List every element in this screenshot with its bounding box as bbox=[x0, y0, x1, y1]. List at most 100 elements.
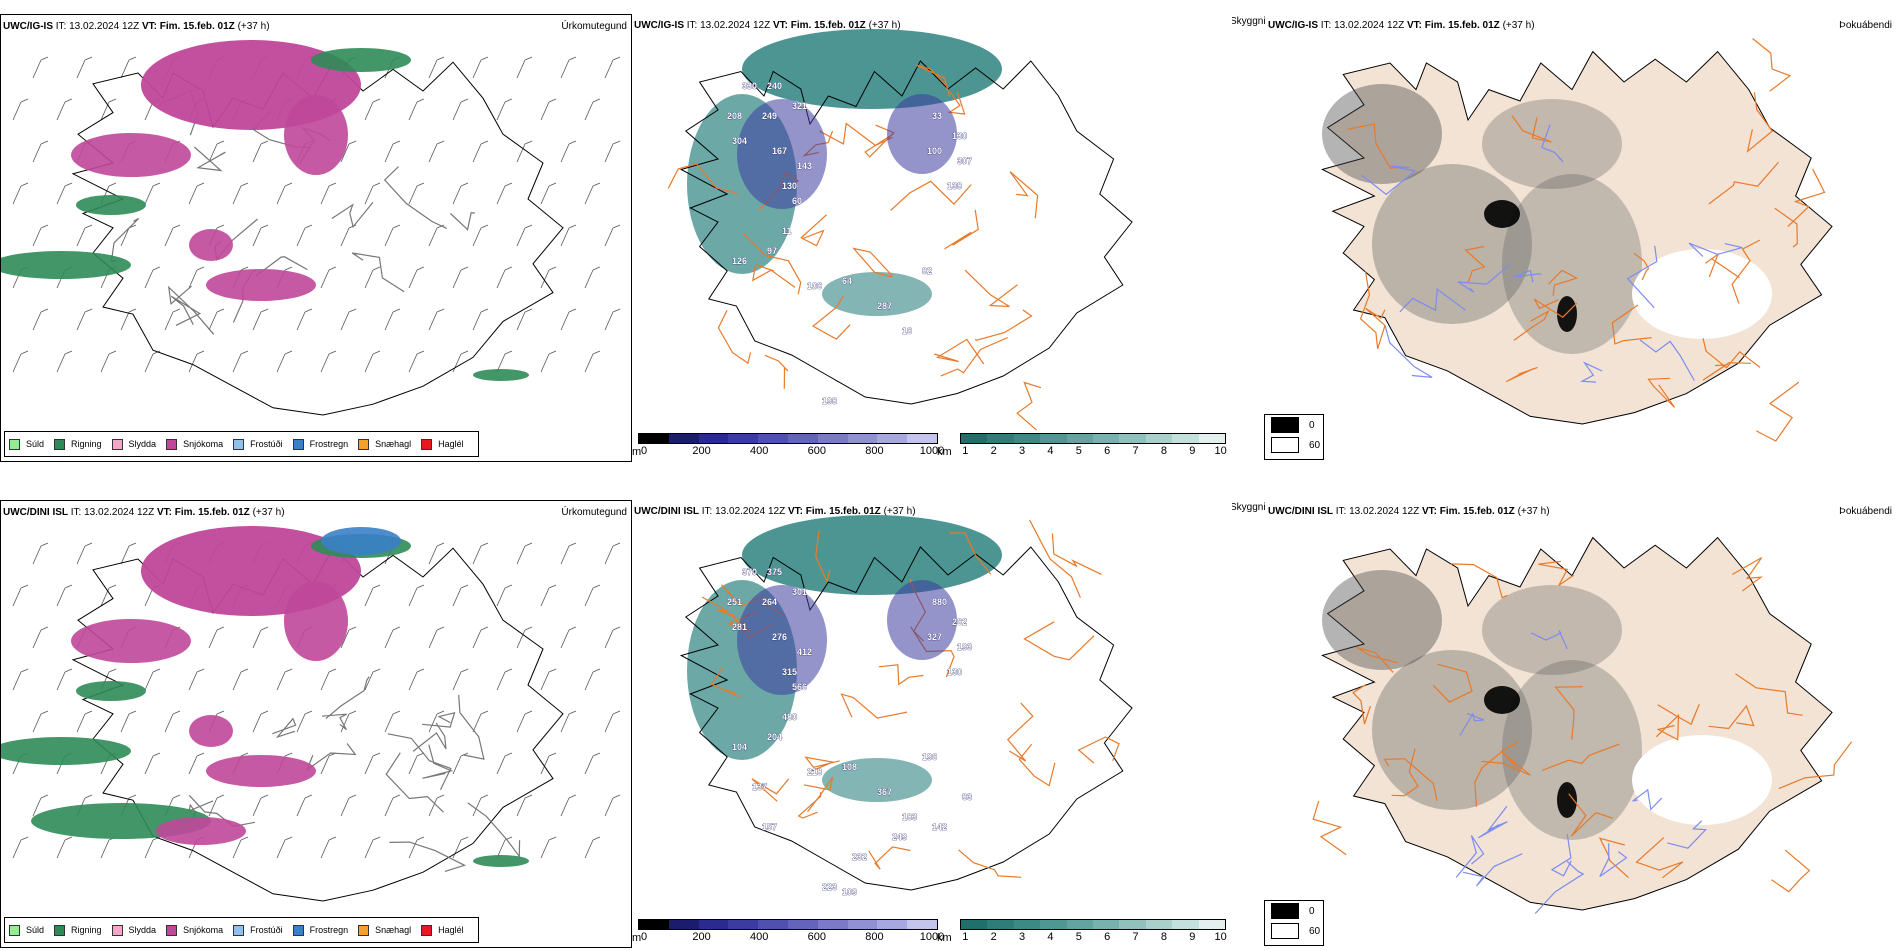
visibility-value-label: 327 bbox=[927, 632, 942, 642]
visibility-value-label: 301 bbox=[792, 587, 807, 597]
field-name-fog: Þokuábendi bbox=[1839, 506, 1892, 517]
legend-item: Snæhagl bbox=[358, 438, 411, 450]
visibility-value-label: 307 bbox=[957, 156, 972, 166]
visibility-tick: 4 bbox=[1047, 931, 1054, 943]
visibility-colorbar: 1 2 3 4 5 6 7 8 9 10 bbox=[960, 433, 1227, 458]
elevation-tick: 200 bbox=[692, 931, 711, 943]
visibility-value-label: 251 bbox=[727, 597, 742, 607]
visibility-tick: 6 bbox=[1104, 445, 1111, 457]
panel-header: UWC/IG-IS IT: 13.02.2024 12Z VT: Fim. 15… bbox=[1268, 20, 1535, 31]
visibility-value-label: 198 bbox=[822, 396, 837, 406]
visibility-panel: UWC/DINI ISL IT: 13.02.2024 12Z VT: Fim.… bbox=[632, 500, 1232, 948]
fog-legend: 0 60 bbox=[1264, 900, 1324, 946]
iceland-coastline bbox=[679, 60, 1133, 405]
legend-item: Súld bbox=[9, 438, 45, 450]
visibility-value-label: 167 bbox=[772, 146, 787, 156]
legend-item: Snæhagl bbox=[358, 924, 412, 936]
fog-legend-label: 60 bbox=[1309, 439, 1321, 451]
visibility-value-label: 11 bbox=[782, 226, 792, 236]
visibility-value-label: 240 bbox=[767, 81, 782, 91]
snow-area bbox=[156, 817, 246, 845]
visibility-tick: 7 bbox=[1132, 445, 1139, 457]
visibility-tick: 9 bbox=[1189, 931, 1196, 943]
visibility-value-label: 315 bbox=[782, 667, 797, 677]
ice-cap bbox=[1632, 735, 1772, 825]
visibility-value-label: 412 bbox=[797, 647, 812, 657]
visibility-tick: 1 bbox=[962, 445, 969, 457]
rain-area bbox=[311, 48, 411, 72]
fog-shading bbox=[1482, 585, 1622, 675]
legend-swatch bbox=[111, 924, 123, 936]
legend-label: Frostúði bbox=[250, 925, 283, 935]
visibility-value-label: 130 bbox=[947, 667, 962, 677]
visibility-value-label: 82 bbox=[922, 266, 932, 276]
field-name-visibility: Skyggni bbox=[1232, 16, 1266, 27]
precip-map bbox=[1, 40, 621, 416]
visibility-value-label: 367 bbox=[877, 787, 892, 797]
legend-swatch bbox=[9, 438, 20, 450]
legend-item: Súld bbox=[9, 924, 44, 936]
terrain-area bbox=[887, 94, 957, 174]
field-name-precip-type: Úrkomutegund bbox=[561, 21, 627, 32]
elevation-tick: 600 bbox=[807, 931, 826, 943]
visibility-value-label: 375 bbox=[767, 567, 782, 577]
visibility-value-label: 264 bbox=[762, 597, 777, 607]
rivers bbox=[1361, 124, 1743, 383]
elevation-tick: 0 bbox=[640, 445, 648, 457]
visibility-tick: 10 bbox=[1214, 445, 1227, 457]
legend-label: Súld bbox=[26, 439, 45, 449]
legend-label: Slydda bbox=[128, 925, 157, 935]
visibility-colorbar: 1 2 3 4 5 6 7 8 9 10 bbox=[960, 919, 1227, 944]
visibility-value-label: 204 bbox=[767, 732, 782, 742]
fog-panel: Skyggni UWC/IG-IS IT: 13.02.2024 12Z VT:… bbox=[1232, 14, 1900, 462]
rain-area bbox=[76, 681, 146, 701]
panel-header: UWC/IG-IS IT: 13.02.2024 12Z VT: Fim. 15… bbox=[3, 21, 270, 32]
visibility-tick: 5 bbox=[1075, 445, 1082, 457]
roads bbox=[188, 676, 521, 872]
elevation-colorbar: 0 200 400 600 800 1000 bbox=[638, 433, 944, 458]
legend-swatch bbox=[358, 438, 370, 450]
visibility-tick: 8 bbox=[1160, 445, 1167, 457]
snow-area bbox=[189, 715, 233, 747]
visibility-value-label: 262 bbox=[952, 617, 967, 627]
visibility-value-label: 287 bbox=[877, 301, 892, 311]
legend-item: Frostregn bbox=[292, 924, 348, 936]
elevation-tick: 800 bbox=[865, 445, 884, 457]
legend-swatch bbox=[292, 438, 304, 450]
elevation-unit: m bbox=[632, 446, 642, 458]
visibility-value-label: 218 bbox=[807, 767, 822, 777]
fog-map bbox=[1312, 536, 1853, 915]
elevation-tick: 0 bbox=[640, 931, 648, 943]
field-name-fog: Þokuábendi bbox=[1839, 20, 1892, 31]
visibility-value-label: 232 bbox=[852, 852, 867, 862]
elevation-colorbar: 0 200 400 600 800 1000 bbox=[638, 919, 944, 944]
legend-label: Slydda bbox=[128, 439, 157, 449]
visibility-value-label: 157 bbox=[762, 822, 777, 832]
precip-type-legend: Súld Rigning Slydda Snjókoma Frostúði Frostre… bbox=[4, 431, 479, 457]
visibility-value-label: 33 bbox=[932, 111, 942, 121]
fog-legend-row: 0 bbox=[1265, 901, 1323, 921]
visibility-tick: 5 bbox=[1075, 931, 1082, 943]
rain-area bbox=[473, 369, 529, 381]
visibility-value-label: 304 bbox=[732, 136, 747, 146]
fog-legend-label: 0 bbox=[1309, 419, 1315, 431]
legend-swatch bbox=[233, 924, 245, 936]
visibility-unit: km bbox=[937, 446, 952, 458]
visibility-value-label: 130 bbox=[952, 131, 967, 141]
legend-swatch bbox=[421, 438, 433, 450]
legend-label: Snæhagl bbox=[375, 925, 412, 935]
visibility-panel: UWC/IG-IS IT: 13.02.2024 12Z VT: Fim. 15… bbox=[632, 14, 1232, 462]
visibility-tick: 7 bbox=[1132, 931, 1139, 943]
visibility-tick: 2 bbox=[990, 931, 997, 943]
field-name-precip-type: Úrkomutegund bbox=[561, 507, 627, 518]
fog-shading bbox=[1482, 99, 1622, 189]
freezing-rain-area bbox=[321, 527, 401, 555]
panel-header: UWC/DINI ISL IT: 13.02.2024 12Z VT: Fim.… bbox=[1268, 506, 1550, 517]
elevation-tick: 400 bbox=[750, 931, 769, 943]
snow-area bbox=[284, 95, 348, 175]
legend-item: Rigning bbox=[54, 438, 102, 450]
fog-core bbox=[1557, 296, 1577, 332]
rain-area bbox=[1, 251, 131, 279]
precip-type-panel: UWC/IG-IS IT: 13.02.2024 12Z VT: Fim. 15… bbox=[0, 14, 632, 462]
